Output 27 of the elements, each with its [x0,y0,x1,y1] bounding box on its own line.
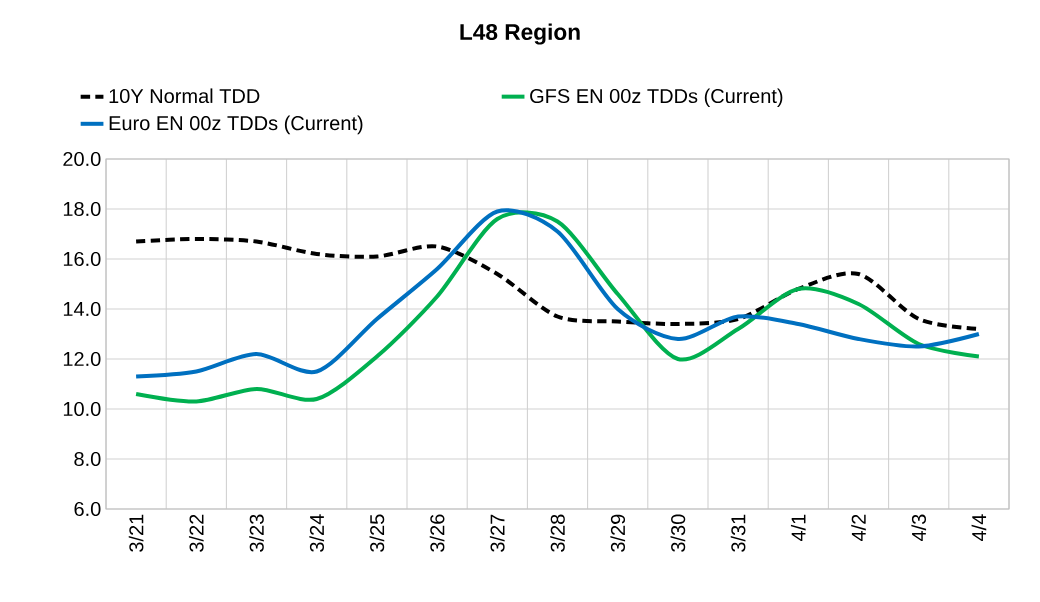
x-tick-label: 4/4 [971,514,987,542]
legend-label: Euro EN 00z TDDs (Current) [109,115,363,135]
x-tick-label: 3/29 [610,514,626,552]
x-tick-label: 4/3 [911,514,927,542]
y-tick-label: 18.0 [63,201,101,217]
y-tick-label: 14.0 [63,301,101,317]
legend-label: GFS EN 00z TDDs (Current) [530,88,783,108]
y-tick-label: 6.0 [74,501,101,517]
x-tick-label: 3/25 [369,514,385,552]
x-tick-label: 3/23 [249,514,264,552]
x-tick-label: 3/31 [730,514,746,552]
y-tick-label: 16.0 [63,251,101,267]
y-tick-label: 10.0 [63,401,101,417]
x-tick-label: 4/2 [851,514,866,542]
x-tick-label: 3/30 [670,514,686,552]
x-tick-label: 3/21 [128,514,144,552]
x-tick-label: 3/26 [429,514,445,552]
x-tick-label: 3/28 [550,514,565,552]
y-tick-label: 12.0 [63,351,101,367]
x-tick-label: 4/1 [790,514,806,542]
y-tick-label: 20.0 [63,151,101,167]
y-tick-label: 8.0 [74,451,101,467]
x-tick-label: 3/22 [188,514,204,552]
chart-title: L48 Region [460,23,580,45]
x-tick-label: 3/24 [309,514,325,552]
x-tick-label: 3/27 [489,514,505,552]
legend-label: 10Y Normal TDD [109,88,260,104]
